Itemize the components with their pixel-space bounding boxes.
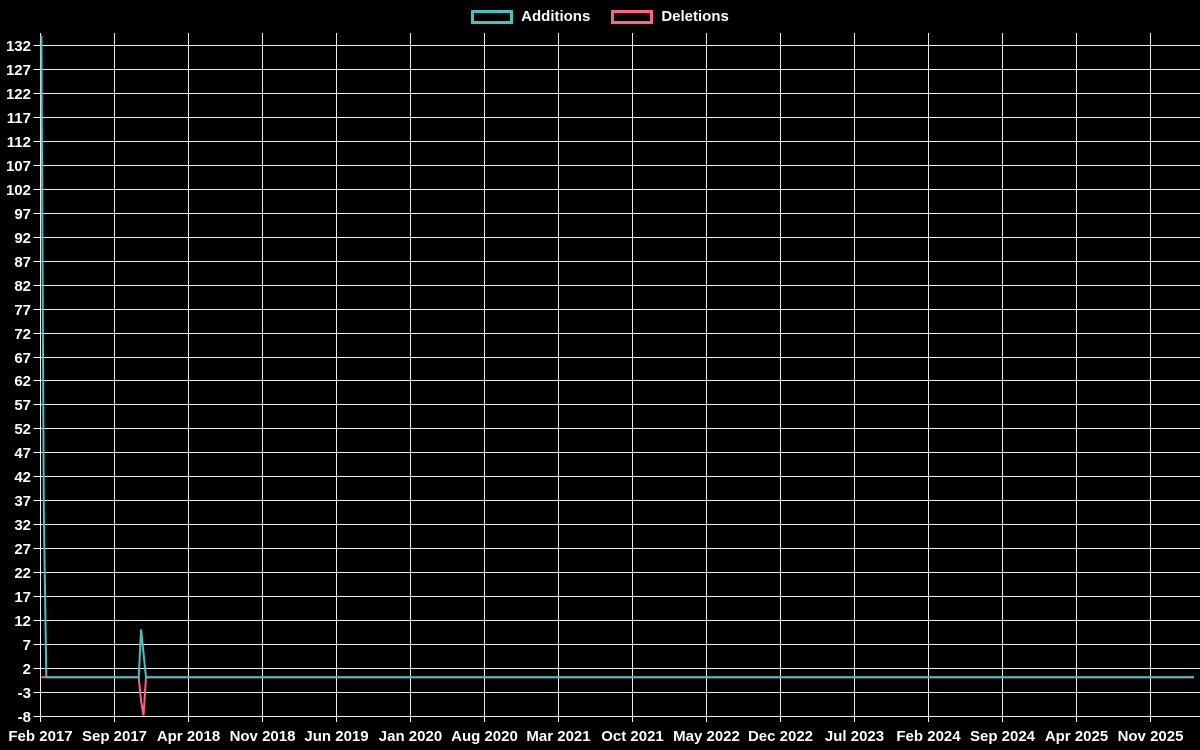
legend-swatch-icon (471, 10, 514, 24)
y-axis-label: 7 (23, 637, 31, 654)
y-axis-label: 2 (23, 661, 31, 678)
y-axis-label: 32 (14, 517, 31, 534)
y-axis-label: 127 (6, 62, 31, 79)
y-axis-label: 92 (14, 230, 31, 247)
x-axis-label: Nov 2025 (1118, 728, 1184, 745)
x-axis-label: Feb 2024 (896, 728, 961, 745)
y-axis-label: 12 (14, 613, 31, 630)
x-axis-label: Apr 2018 (157, 728, 220, 745)
y-axis-label: 82 (14, 278, 31, 295)
y-axis-label: 42 (14, 469, 31, 486)
x-axis-label: Apr 2025 (1045, 728, 1108, 745)
y-axis-label: 22 (14, 565, 31, 582)
x-axis-label: Oct 2021 (601, 728, 664, 745)
y-axis-label: 17 (14, 589, 31, 606)
x-axis-label: Nov 2018 (230, 728, 296, 745)
y-axis-label: 102 (6, 182, 31, 199)
y-axis-label: 52 (14, 421, 31, 438)
y-axis-label: 132 (6, 38, 31, 55)
y-axis-label: 67 (14, 350, 31, 367)
x-axis-label: Jul 2023 (825, 728, 884, 745)
legend-label: Additions (521, 8, 591, 25)
x-axis-label: Mar 2021 (526, 728, 590, 745)
legend-label: Deletions (661, 8, 729, 25)
legend-item-additions[interactable]: Additions (471, 9, 590, 25)
x-axis-label: Jun 2019 (304, 728, 368, 745)
y-axis-label: 47 (14, 445, 31, 462)
additions-line (40, 35, 1195, 679)
x-axis-label: Jan 2020 (379, 728, 442, 745)
y-axis-label: 112 (7, 134, 31, 151)
y-axis-label: -3 (18, 685, 31, 702)
legend-swatch-icon (611, 10, 654, 24)
y-axis-label: 37 (14, 493, 31, 510)
y-axis-label: 27 (14, 541, 31, 558)
x-axis-label: Sep 2024 (970, 728, 1036, 745)
y-axis-label: 122 (6, 86, 31, 103)
x-axis-label: May 2022 (673, 728, 740, 745)
x-axis-label: Sep 2017 (82, 728, 147, 745)
y-axis-label: 57 (14, 397, 31, 414)
x-axis-label: Feb 2017 (8, 728, 72, 745)
x-axis-label: Dec 2022 (748, 728, 813, 745)
y-axis-label: -8 (18, 709, 31, 726)
y-axis-label: 97 (14, 206, 31, 223)
y-axis-label: 107 (6, 158, 31, 175)
chart-legend: Additions Deletions (0, 6, 1200, 28)
x-axis-label: Aug 2020 (451, 728, 518, 745)
legend-item-deletions[interactable]: Deletions (611, 9, 729, 25)
y-axis-label: 77 (14, 302, 31, 319)
y-axis-label: 117 (7, 110, 31, 127)
y-axis-label: 72 (14, 326, 31, 343)
y-axis-label: 62 (14, 373, 31, 390)
y-axis-label: 87 (14, 254, 31, 271)
